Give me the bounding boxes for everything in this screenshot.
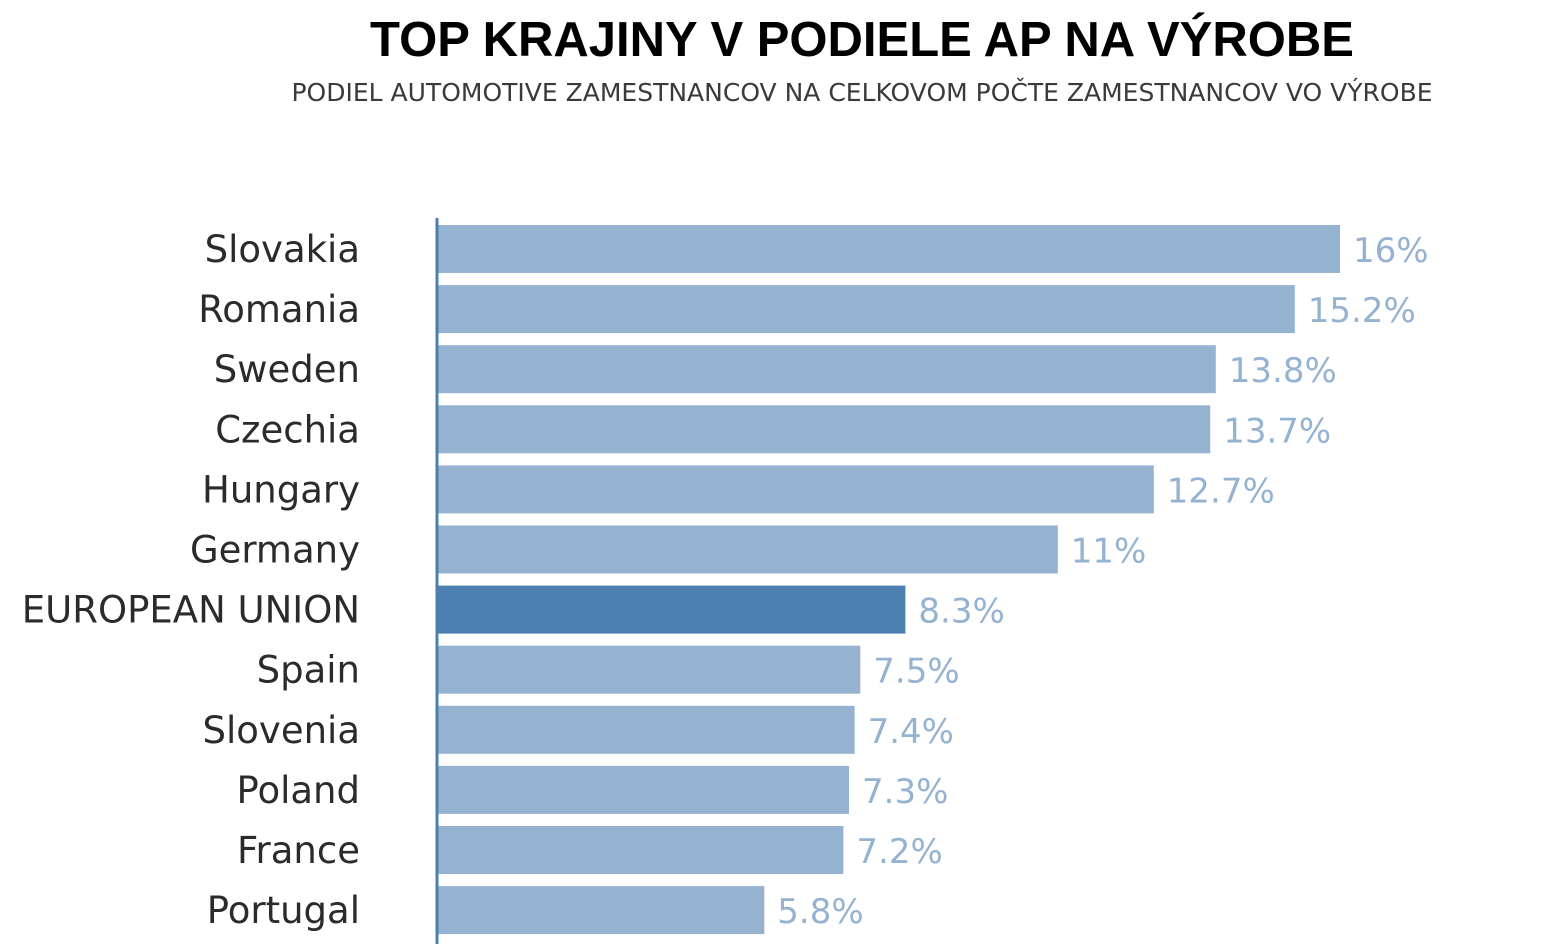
value-label-poland: 7.3% [862,772,948,812]
value-labels: 16% 15.2% 13.8% 13.7% 12.7% 11% 8.3% 7.5% 7.4% 7.… [777,231,1428,932]
bar-sweden [437,345,1216,394]
chart-title: TOP KRAJINY V PODIELE AP NA VÝROBE [370,13,1354,67]
bars-layer [437,225,1340,935]
bar-spain [437,645,861,694]
category-label-slovenia: Slovenia [203,709,360,752]
bar-slovenia [437,705,855,754]
bar-slovakia [437,225,1340,273]
category-label-spain: Spain [257,649,360,692]
value-label-hungary: 12.7% [1167,471,1275,511]
bar-european-union [437,585,906,634]
value-label-czechia: 13.7% [1223,411,1331,451]
category-label-european-union: EUROPEAN UNION [22,589,360,632]
category-label-slovakia: Slovakia [205,228,360,271]
bar-czechia [437,405,1211,454]
category-label-france: France [237,829,360,872]
value-label-france: 7.2% [856,832,942,872]
value-label-portugal: 5.8% [777,892,863,932]
category-label-poland: Poland [236,769,360,812]
bar-hungary [437,465,1154,514]
category-label-germany: Germany [190,529,360,572]
value-label-romania: 15.2% [1308,291,1416,331]
value-label-slovakia: 16% [1353,231,1429,271]
bar-germany [437,525,1058,574]
value-label-slovenia: 7.4% [868,712,954,752]
bar-poland [437,765,849,814]
value-label-sweden: 13.8% [1229,351,1337,391]
chart-subtitle: PODIEL AUTOMOTIVE ZAMESTNANCOV NA CELKOV… [291,78,1433,107]
value-label-spain: 7.5% [873,652,959,692]
category-labels: Slovakia Romania Sweden Czechia Hungary Germa… [22,228,360,932]
bar-france [437,826,844,874]
category-label-portugal: Portugal [207,889,360,932]
category-label-hungary: Hungary [202,468,360,511]
category-label-czechia: Czechia [215,408,360,451]
value-label-germany: 11% [1071,532,1147,572]
value-label-european-union: 8.3% [918,592,1004,632]
bar-romania [437,285,1295,334]
bar-portugal [437,886,765,935]
category-label-romania: Romania [198,288,360,331]
category-label-sweden: Sweden [214,348,360,391]
